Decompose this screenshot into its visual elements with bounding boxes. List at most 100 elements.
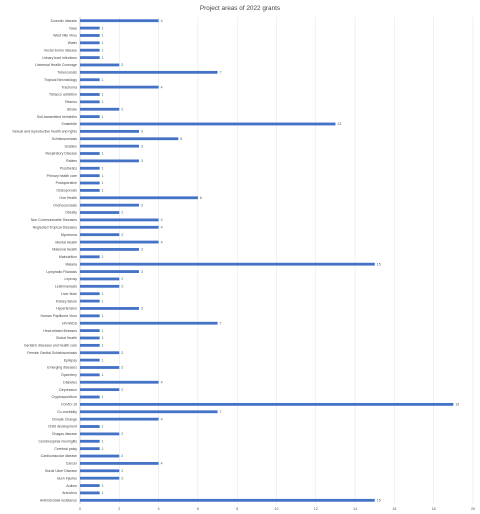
- bar: [80, 188, 100, 192]
- category-label: Cerebrospinal meningitis: [38, 439, 77, 443]
- x-tick-label: 18: [432, 507, 436, 511]
- category-labels: Zoonotic disease Yaws West Nile Virus Water…: [12, 19, 77, 503]
- category-label: Depression: [59, 388, 77, 392]
- category-label: One Health: [59, 196, 77, 200]
- data-label: 1: [102, 189, 104, 193]
- bar: [80, 174, 100, 178]
- bar: [80, 218, 159, 222]
- category-label: Neglected Tropical Diseases: [33, 225, 78, 229]
- bar: [80, 491, 100, 495]
- data-label: 1: [102, 78, 104, 82]
- bar: [80, 395, 100, 399]
- data-label: 1: [102, 373, 104, 377]
- bar: [80, 152, 100, 155]
- x-tick-label: 2: [118, 507, 120, 511]
- category-label: Snakebite: [61, 122, 77, 126]
- x-tick-label: 14: [353, 507, 357, 511]
- category-label: Human Papilloma Virus: [40, 314, 77, 318]
- category-label: Heat-related illnesses: [43, 329, 77, 333]
- data-label: 3: [141, 203, 143, 207]
- bar: [80, 277, 120, 281]
- data-label: 1: [102, 329, 104, 333]
- bar: [80, 225, 159, 229]
- data-label: 1: [102, 255, 104, 259]
- gridlines: [79, 17, 474, 504]
- category-label: Co-morbidity: [57, 410, 77, 414]
- bar: [80, 380, 159, 384]
- category-label: Lymphatic Filariasis: [46, 270, 77, 274]
- bar: [80, 402, 454, 406]
- bars: [80, 19, 454, 502]
- data-label: 2: [121, 233, 123, 237]
- category-label: Sexual and reproductive health and right…: [12, 130, 77, 134]
- category-label: Diabetes: [63, 380, 77, 384]
- category-label: Emerging diseases: [47, 366, 77, 370]
- data-label: 3: [141, 307, 143, 311]
- data-label: 1: [102, 41, 104, 45]
- category-label: Maternal Health: [52, 248, 77, 252]
- data-label: 4: [161, 19, 163, 23]
- category-label: Primary health care: [47, 174, 77, 178]
- category-label: Female Genital Schistosomiasis: [27, 351, 77, 355]
- bar: [80, 233, 120, 237]
- data-label: 1: [102, 292, 104, 296]
- category-label: Hypertension: [56, 307, 77, 311]
- bar: [80, 137, 179, 141]
- data-label: 6: [200, 196, 202, 200]
- category-label: Non Communicable Diseases: [31, 218, 77, 222]
- bar: [80, 56, 100, 59]
- x-tick-label: 0: [79, 507, 81, 511]
- bar: [80, 447, 100, 451]
- bar: [80, 343, 100, 347]
- bar: [80, 299, 100, 303]
- category-label: Universal Health Coverage: [35, 63, 77, 67]
- category-label: Zoonotic disease: [51, 19, 78, 23]
- category-label: Global Health: [56, 336, 77, 340]
- category-label: Epilepsy: [64, 358, 77, 362]
- data-label: 1: [102, 152, 104, 156]
- data-label: 7: [220, 321, 222, 325]
- bar: [80, 85, 159, 89]
- data-label: 2: [121, 285, 123, 289]
- data-label: 2: [121, 211, 123, 215]
- data-label: 4: [161, 417, 163, 421]
- category-label: Geriatric diseases and health care: [24, 344, 77, 348]
- data-label: 15: [377, 499, 381, 503]
- category-label: Mental Health: [55, 240, 77, 244]
- data-label: 19: [455, 403, 459, 407]
- x-tick-labels: 0 2 4 6 8 10 12 14 16 18 20: [79, 507, 475, 511]
- category-label: Dysentery: [61, 373, 77, 377]
- data-label: 2: [121, 366, 123, 370]
- data-labels: 4111112714112113353131111632442431153221…: [102, 19, 460, 503]
- bar: [80, 262, 375, 266]
- data-label: 5: [180, 137, 182, 141]
- category-label: Soil-transmitted helminths: [37, 115, 78, 119]
- data-label: 1: [102, 358, 104, 362]
- chart-title: Project areas of 2022 grants: [200, 5, 280, 12]
- bar: [80, 211, 120, 214]
- bar: [80, 115, 100, 119]
- bar: [80, 417, 159, 421]
- data-label: 15: [377, 262, 381, 266]
- bar: [80, 388, 120, 392]
- bar: [80, 255, 100, 259]
- category-label: Water: [68, 41, 78, 45]
- bar: [80, 41, 100, 45]
- bar: [80, 19, 159, 23]
- category-label: Yaws: [69, 26, 78, 30]
- category-label: Child development: [48, 425, 77, 429]
- bar: [80, 321, 218, 325]
- data-label: 2: [121, 388, 123, 392]
- category-label: West Nile Virus: [53, 34, 77, 38]
- bar: [80, 122, 336, 126]
- data-label: 1: [102, 34, 104, 38]
- category-label: Mycetoma: [61, 233, 77, 237]
- data-label: 1: [102, 174, 104, 178]
- category-label: Urinary tract infections: [42, 56, 77, 60]
- category-label: Leishmaniasis: [55, 285, 77, 289]
- category-label: Schistosomiasis: [52, 137, 77, 141]
- bar: [80, 240, 159, 244]
- category-label: Antimicrobial resistance: [40, 499, 77, 503]
- bar: [80, 373, 100, 377]
- bar: [80, 270, 139, 273]
